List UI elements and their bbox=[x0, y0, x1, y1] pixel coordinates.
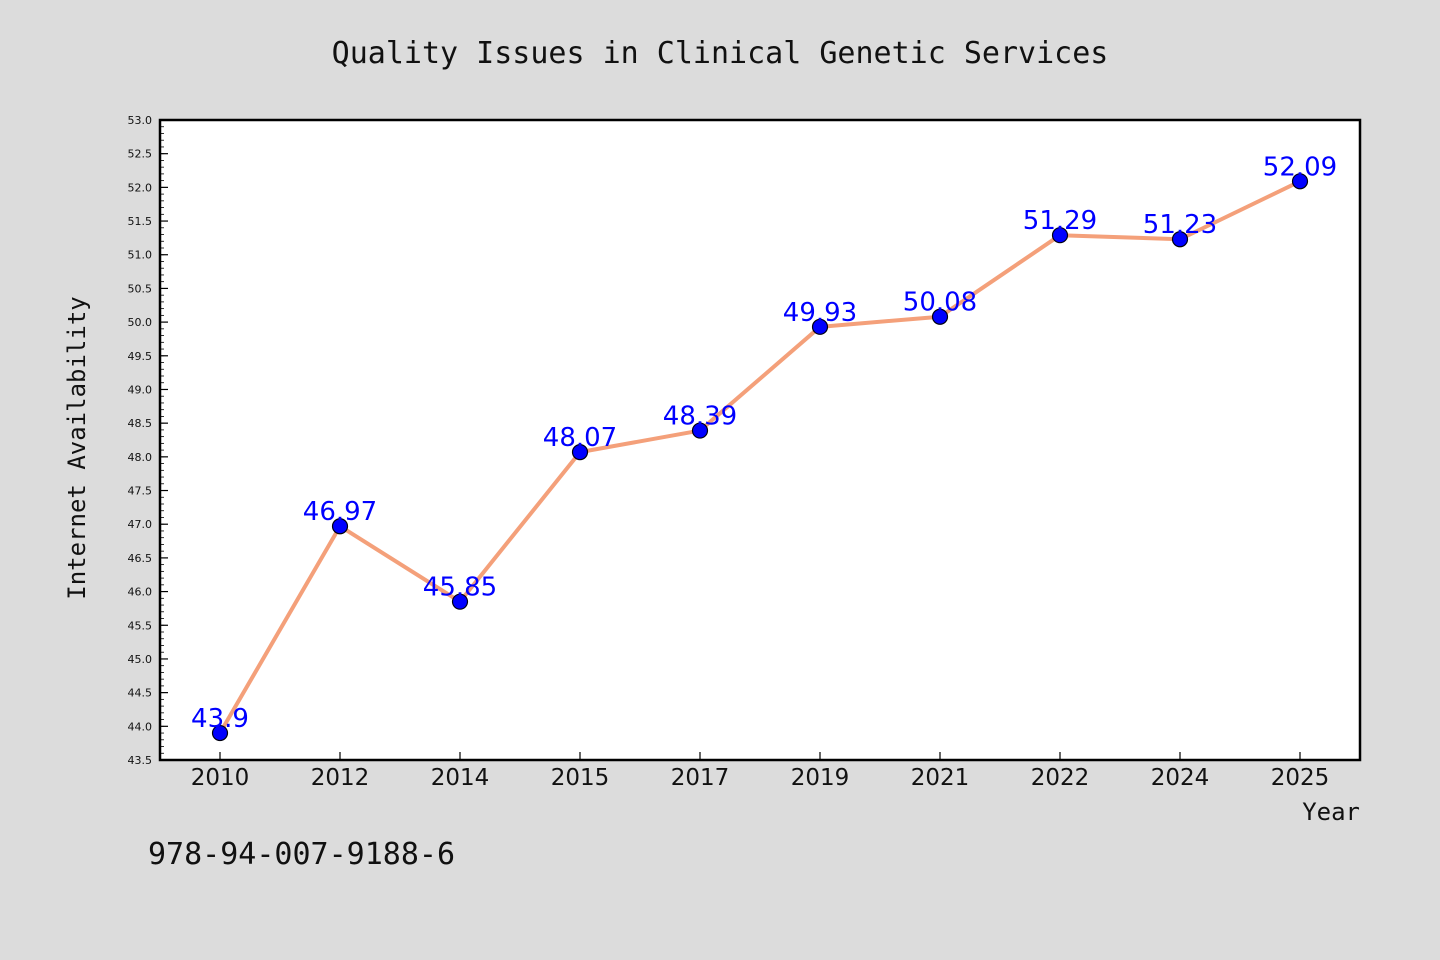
plot-area bbox=[160, 120, 1360, 760]
data-point bbox=[1171, 231, 1189, 248]
data-label: 48.07 bbox=[543, 423, 617, 453]
data-point bbox=[1291, 173, 1309, 190]
y-tick-label: 52.5 bbox=[128, 148, 153, 161]
y-tick-label: 47.5 bbox=[128, 485, 153, 498]
data-label: 45.85 bbox=[423, 573, 497, 603]
data-label: 51.29 bbox=[1023, 206, 1097, 236]
x-tick-label: 2012 bbox=[311, 765, 370, 791]
data-label: 48.39 bbox=[663, 402, 737, 432]
plot-frame bbox=[158, 118, 1362, 762]
y-tick-label: 43.5 bbox=[128, 754, 153, 767]
x-tick-label: 2025 bbox=[1271, 765, 1330, 791]
data-labels: 43.9 46.97 45.85 48.07 48.39 49.93 50.08 51.29 5… bbox=[191, 152, 1337, 734]
x-tick-label: 2010 bbox=[191, 765, 250, 791]
x-tick-label: 2014 bbox=[431, 765, 490, 791]
data-point bbox=[691, 422, 709, 439]
x-tick-label: 2019 bbox=[791, 765, 850, 791]
y-tick-label: 44.5 bbox=[128, 687, 153, 700]
x-axis: 2010 2012 2014 2015 2017 2019 2021 2022 2024 2025 bbox=[191, 752, 1330, 791]
data-label: 51.23 bbox=[1143, 210, 1217, 240]
y-tick-label: 48.0 bbox=[128, 451, 153, 464]
y-tick-label: 47.0 bbox=[128, 518, 153, 531]
y-axis: 43.5 44.0 44.5 45.0 45.5 46.0 46.5 47.0 47.5 48.0… bbox=[128, 114, 168, 767]
y-tick-label: 48.5 bbox=[128, 417, 153, 430]
data-label: 50.08 bbox=[903, 288, 977, 318]
y-tick-label: 45.5 bbox=[128, 619, 153, 632]
data-point bbox=[1051, 227, 1069, 244]
data-point bbox=[451, 593, 469, 610]
data-label: 52.09 bbox=[1263, 152, 1337, 182]
y-tick-label: 46.5 bbox=[128, 552, 153, 565]
y-tick-label: 51.5 bbox=[128, 215, 153, 228]
y-tick-label: 44.0 bbox=[128, 720, 153, 733]
y-axis-label: Internet Availability bbox=[63, 296, 91, 599]
x-axis-label: Year bbox=[1302, 798, 1360, 826]
x-tick-label: 2015 bbox=[551, 765, 610, 791]
chart-title: Quality Issues in Clinical Genetic Servi… bbox=[332, 36, 1109, 71]
x-tick-label: 2024 bbox=[1151, 765, 1210, 791]
data-label: 49.93 bbox=[783, 298, 857, 328]
data-point bbox=[811, 318, 829, 335]
data-label: 46.97 bbox=[303, 497, 377, 527]
y-tick-label: 52.0 bbox=[128, 181, 153, 194]
y-tick-label: 51.0 bbox=[128, 249, 153, 262]
y-tick-label: 50.5 bbox=[128, 282, 153, 295]
y-tick-label: 45.0 bbox=[128, 653, 153, 666]
y-tick-label: 46.0 bbox=[128, 586, 153, 599]
y-tick-label: 50.0 bbox=[128, 316, 153, 329]
data-point bbox=[211, 724, 229, 742]
isbn-code: 978-94-007-9188-6 bbox=[148, 837, 455, 872]
y-tick-label: 49.5 bbox=[128, 350, 153, 363]
data-label: 43.9 bbox=[191, 704, 249, 734]
data-point bbox=[571, 444, 589, 461]
x-tick-label: 2022 bbox=[1031, 765, 1090, 791]
y-tick-label: 53.0 bbox=[128, 114, 153, 127]
series-line bbox=[218, 179, 1302, 736]
y-tick-label: 49.0 bbox=[128, 383, 153, 396]
data-point bbox=[331, 518, 349, 535]
x-tick-label: 2021 bbox=[911, 765, 970, 791]
data-point bbox=[931, 308, 949, 325]
x-tick-label: 2017 bbox=[671, 765, 730, 791]
series bbox=[211, 173, 1309, 742]
